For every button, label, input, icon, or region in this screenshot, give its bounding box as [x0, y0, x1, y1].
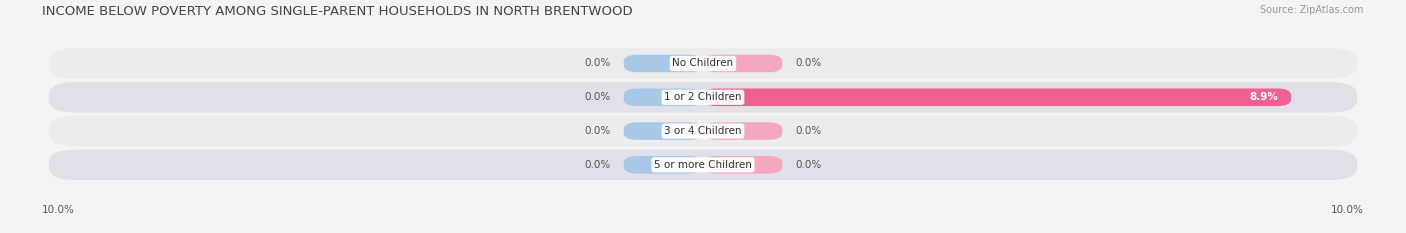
FancyBboxPatch shape — [49, 150, 1357, 180]
Text: 0.0%: 0.0% — [585, 160, 610, 170]
Text: 0.0%: 0.0% — [796, 58, 821, 69]
FancyBboxPatch shape — [624, 122, 703, 140]
FancyBboxPatch shape — [703, 122, 782, 140]
Text: No Children: No Children — [672, 58, 734, 69]
FancyBboxPatch shape — [49, 48, 1357, 79]
FancyBboxPatch shape — [703, 89, 1291, 106]
Text: 0.0%: 0.0% — [585, 58, 610, 69]
Text: 10.0%: 10.0% — [42, 205, 75, 215]
FancyBboxPatch shape — [624, 156, 703, 174]
Text: 10.0%: 10.0% — [1331, 205, 1364, 215]
Text: 0.0%: 0.0% — [796, 126, 821, 136]
FancyBboxPatch shape — [624, 89, 703, 106]
Text: 5 or more Children: 5 or more Children — [654, 160, 752, 170]
Text: Source: ZipAtlas.com: Source: ZipAtlas.com — [1260, 5, 1364, 15]
Text: 0.0%: 0.0% — [796, 160, 821, 170]
FancyBboxPatch shape — [703, 55, 782, 72]
Text: 8.9%: 8.9% — [1249, 92, 1278, 102]
Text: 0.0%: 0.0% — [585, 92, 610, 102]
Text: 3 or 4 Children: 3 or 4 Children — [664, 126, 742, 136]
Text: 1 or 2 Children: 1 or 2 Children — [664, 92, 742, 102]
FancyBboxPatch shape — [703, 156, 782, 174]
Text: 0.0%: 0.0% — [585, 126, 610, 136]
FancyBboxPatch shape — [49, 116, 1357, 146]
FancyBboxPatch shape — [49, 82, 1357, 113]
Text: INCOME BELOW POVERTY AMONG SINGLE-PARENT HOUSEHOLDS IN NORTH BRENTWOOD: INCOME BELOW POVERTY AMONG SINGLE-PARENT… — [42, 5, 633, 18]
FancyBboxPatch shape — [624, 55, 703, 72]
